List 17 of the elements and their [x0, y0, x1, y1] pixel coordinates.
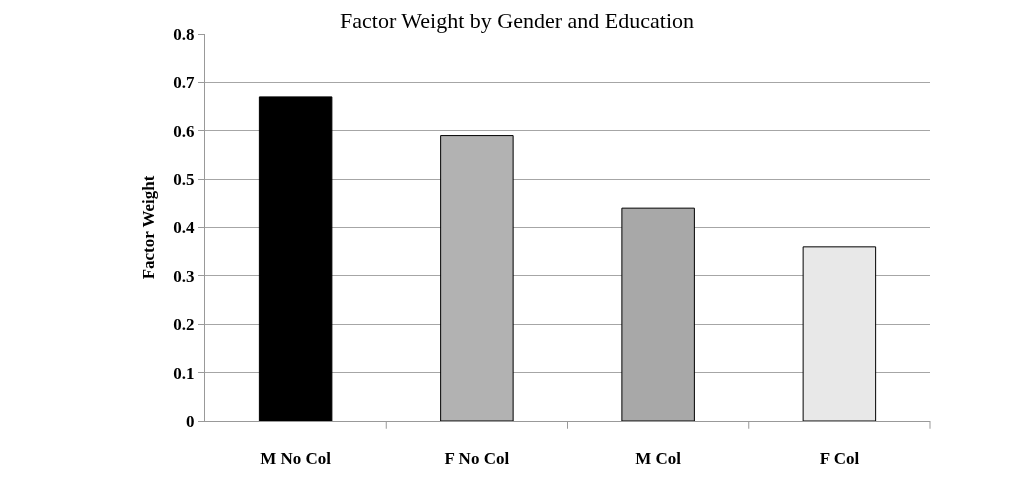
bar	[802, 246, 877, 421]
x-tick-label: M Col	[635, 449, 682, 469]
y-tick-label: 0.6	[173, 121, 195, 141]
y-tick-label: 0.1	[173, 363, 195, 383]
x-tick-label: F Col	[819, 449, 860, 469]
chart-title: Factor Weight by Gender and Education	[340, 7, 694, 33]
y-tick-label: 0.4	[173, 218, 196, 238]
x-tick-label: M No Col	[260, 449, 332, 469]
bar	[258, 96, 333, 421]
y-tick-label: 0.2	[173, 315, 195, 335]
y-tick-label: 0	[186, 411, 195, 431]
x-tick-label: F No Col	[444, 449, 510, 469]
y-tick-label: 0.3	[173, 266, 195, 286]
y-axis-title: Factor Weight	[138, 175, 158, 280]
y-tick-label: 0.8	[173, 24, 195, 44]
y-tick-label: 0.5	[173, 170, 195, 190]
y-tick-label: 0.7	[173, 73, 196, 93]
